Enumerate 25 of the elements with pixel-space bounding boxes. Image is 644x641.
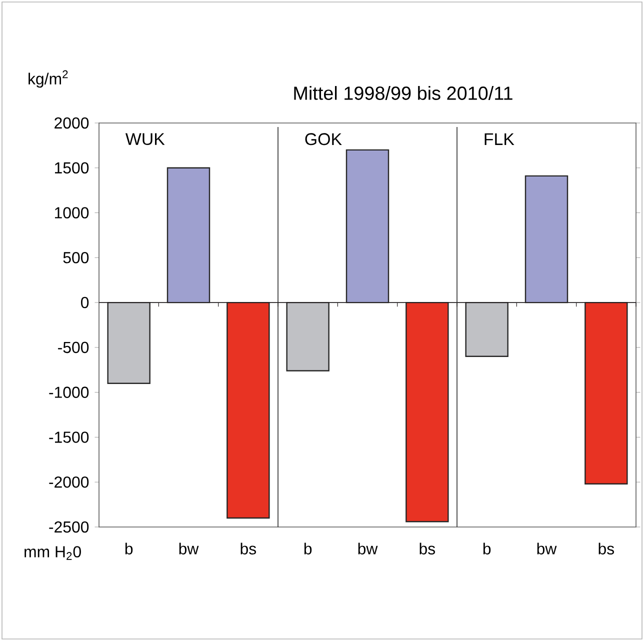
y-tick-label: -1500 bbox=[49, 432, 89, 443]
x-tick-label: bw bbox=[358, 542, 378, 554]
y-tick-label: -2500 bbox=[49, 521, 89, 533]
x-tick-label: b bbox=[304, 542, 312, 554]
x-tick-label: bs bbox=[598, 542, 614, 554]
x-tick-label: bw bbox=[537, 542, 557, 554]
y-tick-label: 1000 bbox=[55, 207, 89, 218]
x-tick-label: b bbox=[125, 542, 133, 554]
y-axis-title: kg/m$^{2}$ bbox=[28, 70, 68, 88]
y-tick-label: 0 bbox=[81, 296, 89, 308]
annotation: GOK bbox=[305, 133, 342, 146]
y-tick-label: 1500 bbox=[55, 162, 89, 174]
y-tick-label: 2000 bbox=[54, 117, 89, 129]
x-axis-title: mm H$_{2}$0 bbox=[24, 546, 81, 560]
x-tick-label: bs bbox=[420, 542, 436, 554]
y-tick-label: -500 bbox=[58, 342, 89, 354]
y-tick-label: -1000 bbox=[49, 386, 89, 398]
y-tick-label: -2000 bbox=[49, 476, 89, 488]
x-tick-label: bw bbox=[179, 542, 199, 554]
x-tick-label: b bbox=[483, 542, 491, 554]
x-tick-label: bs bbox=[240, 542, 256, 554]
chart-title: Mittel 1998/99 bis 2010/11 bbox=[294, 86, 512, 100]
annotation: FLK bbox=[484, 133, 514, 145]
annotation: WUK bbox=[125, 133, 165, 146]
y-tick-label: 500 bbox=[63, 252, 89, 264]
